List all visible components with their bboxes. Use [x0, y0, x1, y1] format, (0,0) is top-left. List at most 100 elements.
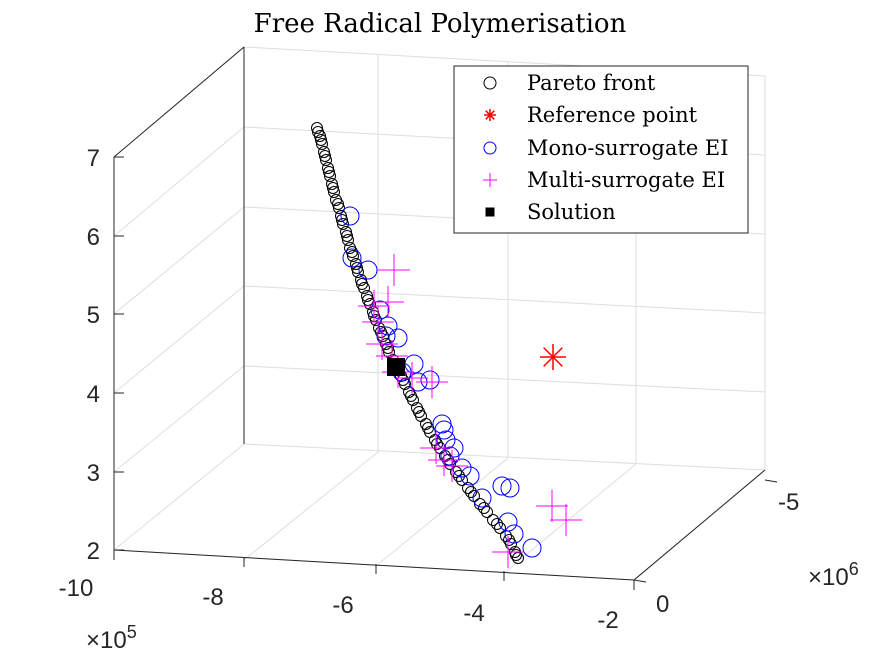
solution-point [387, 358, 405, 376]
legend-marker-circle [483, 141, 497, 155]
legend-label-pareto-front: Pareto front [527, 71, 656, 95]
pareto-point [323, 166, 335, 178]
mono-surrogate-point [432, 414, 452, 434]
multi-surrogate-point [550, 504, 582, 536]
mono-surrogate-point [404, 354, 424, 374]
pareto-point [494, 522, 506, 534]
pareto-point [328, 186, 340, 198]
mono-surrogate-point [460, 466, 480, 486]
multi-surrogate-point [362, 306, 394, 338]
legend-label-solution: Solution [527, 200, 616, 224]
mono-surrogate-point [504, 524, 524, 544]
multi-surrogate-point [436, 450, 468, 482]
pareto-point [342, 234, 354, 246]
pareto-point [347, 250, 359, 262]
z-tick-label: 5 [87, 302, 100, 329]
pareto-point [332, 198, 344, 210]
pareto-point [487, 514, 499, 526]
mono-surrogate-point [436, 430, 456, 450]
x-tick-label: -6 [332, 592, 353, 619]
pareto-point [465, 486, 477, 498]
mono-surrogate-point [522, 538, 542, 558]
multi-surrogate-point [358, 290, 390, 322]
z-tick-label: 3 [87, 460, 100, 487]
pareto-point [341, 230, 353, 242]
pareto-point [315, 134, 327, 146]
mono-surrogate-point [498, 512, 518, 532]
mono-surrogate-point [340, 206, 360, 226]
x-tick-label: -8 [202, 584, 223, 611]
multi-surrogate-point [416, 366, 448, 398]
multi-surrogate-point [378, 254, 410, 286]
data-marks [311, 122, 582, 568]
pareto-point [337, 218, 349, 230]
legend-marker-square [485, 207, 495, 217]
mono-surrogate-point [472, 488, 492, 508]
pareto-point [333, 202, 345, 214]
pareto-point [352, 266, 364, 278]
pareto-point [322, 162, 334, 174]
legend-label-mono-surrogate: Mono-surrogate EI [527, 136, 729, 160]
z-tick-label: 7 [87, 145, 100, 172]
pareto-point [320, 154, 332, 166]
pareto-point [456, 474, 468, 486]
pareto-point [453, 470, 465, 482]
legend-markers [483, 76, 497, 217]
pareto-point [327, 182, 339, 194]
multi-surrogate-point [428, 444, 460, 476]
pareto-point [346, 246, 358, 258]
z-tick-label: 6 [87, 224, 100, 251]
z-axis-ticks: 2 3 4 5 6 7 [87, 145, 100, 565]
mono-surrogate-point [452, 458, 472, 478]
mono-surrogate-point [388, 328, 408, 348]
mono-surrogate-point [420, 370, 440, 390]
pareto-point [481, 506, 493, 518]
pareto-point [478, 502, 490, 514]
pareto-point [356, 278, 368, 290]
x-axis-ticks: -10 -8 -6 -4 -2 ×105 [59, 575, 619, 654]
pareto-point [375, 326, 387, 338]
multi-surrogate-point [366, 328, 398, 360]
pareto-point [319, 150, 331, 162]
pareto-point [311, 122, 323, 134]
legend-box [453, 65, 749, 234]
multi-surrogate-point [420, 432, 452, 464]
pareto-point [340, 226, 352, 238]
pareto-point [503, 534, 515, 546]
pareto-point [336, 214, 348, 226]
legend: Pareto front Reference point Mono-surrog… [453, 65, 749, 234]
mono-surrogate-point [342, 248, 362, 268]
pareto-point [361, 290, 373, 302]
mono-surrogate-point [358, 260, 378, 280]
y-tick-label: -5 [778, 489, 799, 516]
y-axis-ticks: 0 -5 ×106 [656, 489, 859, 618]
x-tick-label: -4 [463, 600, 484, 627]
tick-marks [113, 156, 778, 590]
multi-surrogate-point [492, 536, 524, 568]
pareto-point [510, 549, 522, 561]
pareto-point [474, 498, 486, 510]
pareto-point [491, 518, 503, 530]
legend-marker-plus [483, 173, 497, 187]
pareto-point [316, 138, 328, 150]
pareto-point [405, 390, 417, 402]
pareto-point [422, 422, 434, 434]
mono-surrogate-point [434, 420, 454, 440]
pareto-point [383, 346, 395, 358]
mono-surrogate-point [376, 326, 396, 346]
multi-surrogate-point [372, 286, 404, 318]
mono-surrogate-point [370, 300, 390, 320]
mono-surrogate-point [492, 476, 512, 496]
pareto-point [312, 126, 324, 138]
legend-marker-asterisk [484, 109, 496, 121]
pareto-point [362, 294, 374, 306]
y-tick-label: 0 [656, 591, 669, 618]
multi-surrogate-point [396, 362, 428, 394]
multi-surrogate-point [536, 490, 568, 522]
pareto-point [326, 178, 338, 190]
reference-point [540, 344, 566, 370]
z-tick-label: 4 [87, 381, 100, 408]
legend-label-multi-surrogate: Multi-surrogate EI [527, 168, 725, 192]
pareto-point [355, 274, 367, 286]
x-axis-exponent: ×105 [86, 622, 137, 654]
